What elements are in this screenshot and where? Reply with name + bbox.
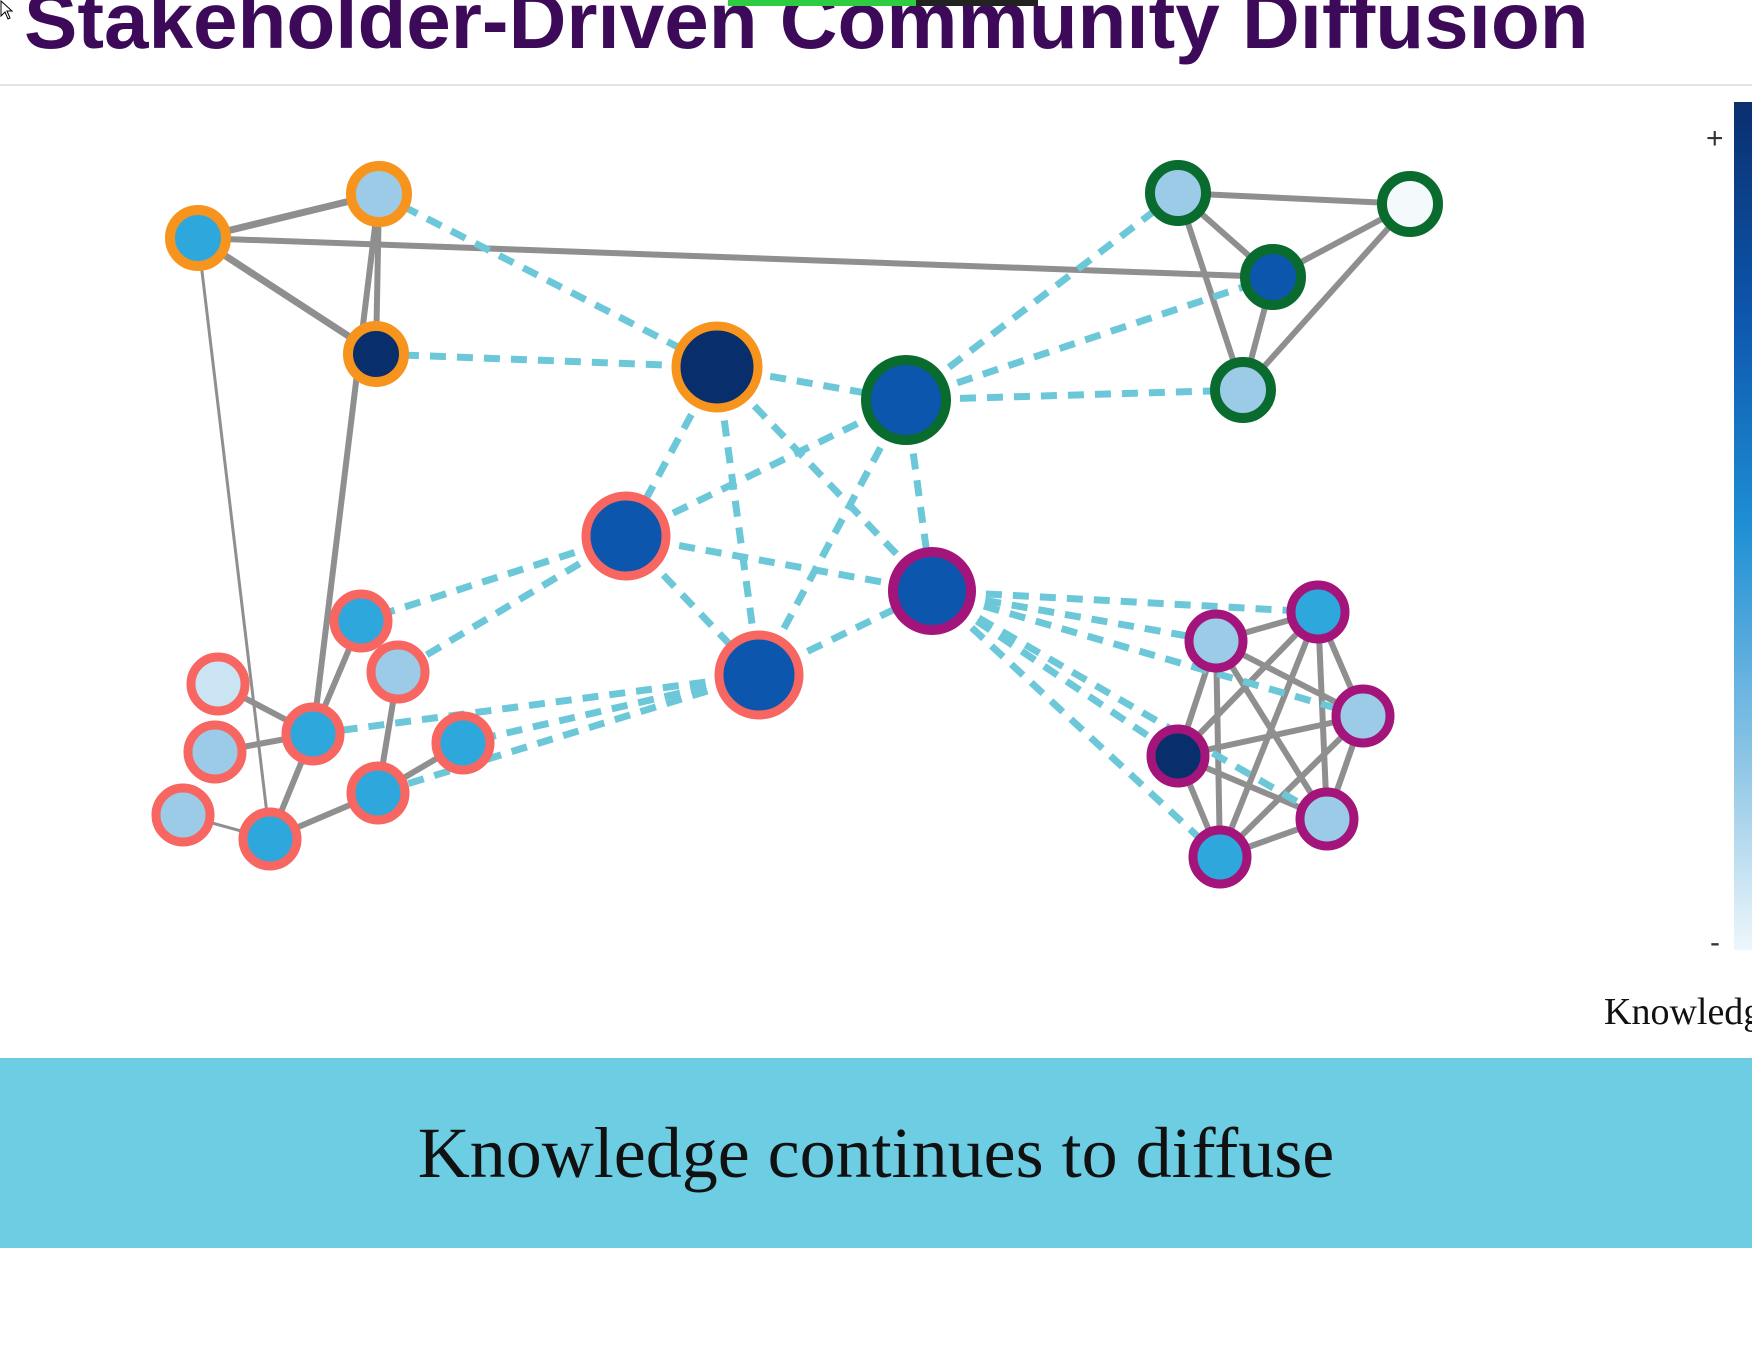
community-link [1213, 639, 1330, 821]
member-node-green [1377, 171, 1443, 237]
cross-community-link [755, 398, 910, 677]
community-link [197, 235, 1274, 280]
member-node-magenta [1188, 825, 1252, 889]
community-link [1315, 611, 1330, 820]
top-tab-indicator [728, 0, 1038, 6]
member-node-green [1145, 160, 1211, 226]
cross-community-link [377, 190, 719, 371]
cross-community-link [931, 587, 1217, 645]
title-bar: Stakeholder-Driven Community Diffusion [0, 0, 1752, 86]
member-node-magenta [1184, 609, 1248, 673]
colorbar-max-label: + [1706, 122, 1724, 155]
cross-community-link [929, 588, 1223, 860]
cross-community-link [930, 587, 1329, 823]
top-tab-inactive-segment [916, 0, 1038, 6]
member-node-magenta [1286, 580, 1350, 644]
stakeholder-node-orange [671, 321, 763, 413]
slide-title: Stakeholder-Driven Community Diffusion [24, 0, 1589, 65]
member-node-magenta [1295, 787, 1359, 851]
cross-community-link [312, 671, 760, 738]
stakeholder-node-coral [581, 491, 671, 581]
member-node-coral [281, 702, 345, 766]
cross-community-link [713, 366, 763, 676]
member-node-coral [238, 807, 302, 871]
cross-community-link [462, 671, 760, 747]
cross-community-link [931, 587, 1319, 616]
community-link [196, 237, 272, 840]
cross-community-link [931, 587, 1364, 720]
community-link [1217, 713, 1366, 860]
slide-caption: Knowledge continues to diffuse [417, 1112, 1335, 1193]
knowledge-colorbar [1734, 102, 1752, 950]
member-node-coral [431, 711, 495, 775]
member-node-coral [183, 720, 247, 784]
member-node-magenta [1146, 724, 1210, 788]
member-node-coral [366, 640, 430, 704]
member-node-coral [186, 652, 250, 716]
cross-community-link [396, 532, 628, 676]
member-node-green [1240, 244, 1306, 310]
colorbar-title: Knowledge [1604, 991, 1752, 1033]
cross-community-link [624, 396, 908, 540]
colorbar-min-label: - [1710, 926, 1720, 959]
community-link [1177, 713, 1364, 759]
cross-community-link [903, 190, 1181, 403]
member-node-coral [346, 761, 410, 825]
member-node-coral [151, 783, 215, 847]
mouse-cursor-icon [0, 0, 14, 20]
community-link [1175, 192, 1246, 391]
cross-community-link [359, 532, 628, 625]
caption-band: Knowledge continues to diffuse [0, 1058, 1752, 1248]
network-nodes [151, 160, 1443, 889]
top-tab-active-segment [728, 0, 916, 6]
stakeholder-node-coral [714, 630, 804, 720]
cross-community-link [376, 671, 761, 797]
stakeholder-node-green [861, 355, 951, 445]
member-node-orange [165, 205, 231, 271]
community-link [196, 235, 378, 357]
cross-community-link [904, 273, 1275, 404]
community-link [1240, 201, 1413, 393]
member-node-magenta [1331, 684, 1395, 748]
member-node-green [1210, 357, 1276, 423]
network-links [182, 190, 1413, 860]
member-node-orange [343, 321, 409, 387]
stakeholder-node-magenta [888, 547, 976, 635]
community-link [310, 193, 382, 735]
diffusion-network [151, 160, 1443, 889]
member-node-orange [346, 161, 412, 227]
cross-community-link [930, 588, 1180, 759]
community-link [1177, 190, 1411, 207]
cross-community-link [375, 350, 718, 371]
member-node-coral [329, 589, 393, 653]
cross-community-link [905, 386, 1244, 404]
cross-community-link [714, 364, 935, 594]
